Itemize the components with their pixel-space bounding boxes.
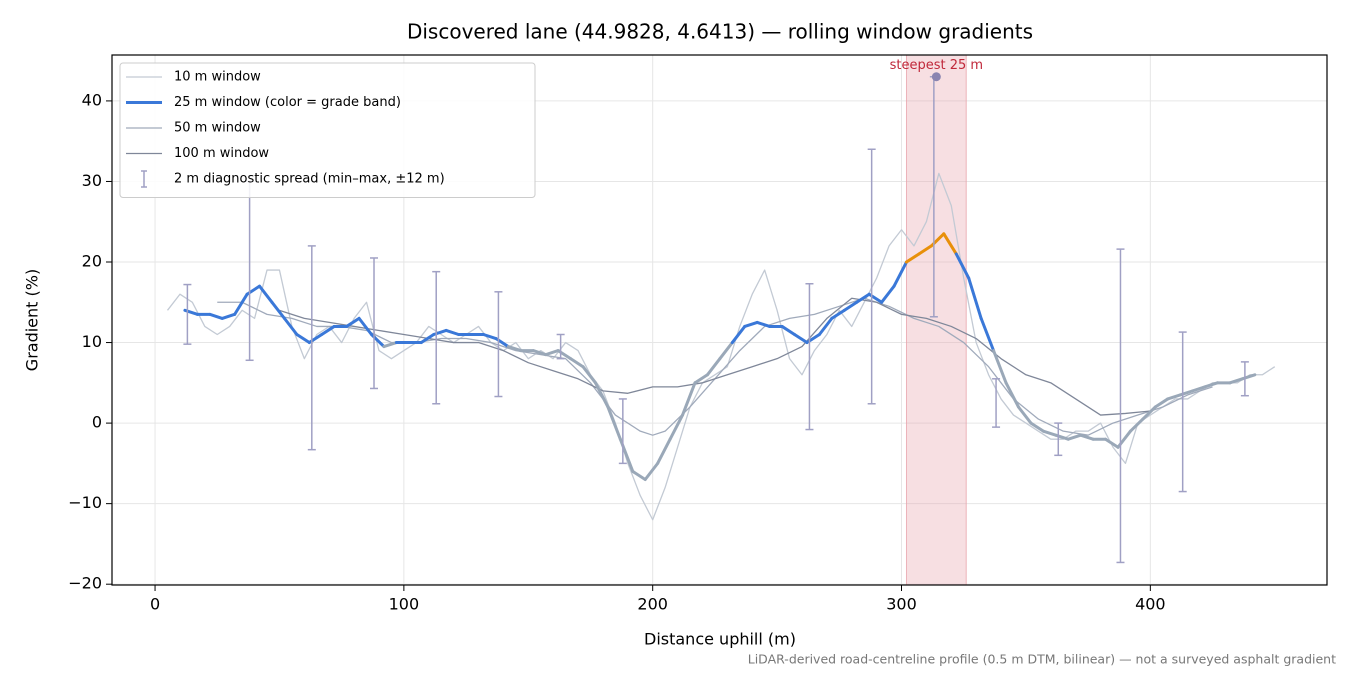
legend-label: 10 m window bbox=[174, 70, 261, 85]
line-segment bbox=[979, 316, 996, 353]
line-segment bbox=[506, 345, 523, 353]
annotation-label: steepest 25 m bbox=[890, 58, 983, 73]
line-segment bbox=[904, 252, 921, 264]
line-segment bbox=[855, 292, 871, 304]
line-segment bbox=[780, 324, 797, 336]
y-tick-label: 30 bbox=[82, 171, 102, 190]
line-segment bbox=[419, 332, 436, 345]
line-segment bbox=[656, 437, 672, 465]
line-segment bbox=[830, 308, 846, 320]
x-tick-label: 0 bbox=[150, 595, 160, 614]
line-segment bbox=[270, 300, 286, 320]
line-segment bbox=[1066, 433, 1083, 441]
x-tick-label: 400 bbox=[1135, 595, 1166, 614]
line-segment bbox=[992, 349, 1008, 385]
line-segment bbox=[942, 232, 958, 256]
line-segment bbox=[755, 320, 772, 328]
line-segment bbox=[1128, 417, 1145, 433]
line-segment bbox=[892, 260, 908, 288]
line-segment bbox=[531, 349, 548, 357]
line-segment bbox=[1153, 397, 1170, 409]
y-tick-label: 20 bbox=[82, 252, 102, 271]
line-segment bbox=[917, 244, 933, 256]
legend-label: 25 m window (color = grade band) bbox=[174, 95, 401, 110]
y-axis-label: Gradient (%) bbox=[23, 269, 42, 371]
y-tick-label: −20 bbox=[68, 574, 102, 593]
line-segment bbox=[581, 365, 597, 385]
line-segment bbox=[631, 469, 647, 481]
line-segment bbox=[282, 316, 299, 336]
legend-box bbox=[119, 62, 536, 198]
line-segment bbox=[730, 324, 747, 345]
line-segment bbox=[320, 324, 336, 336]
line-segment bbox=[1141, 405, 1157, 421]
line-segment bbox=[1104, 437, 1120, 449]
line-segment bbox=[718, 341, 734, 361]
line-segment bbox=[693, 373, 709, 385]
y-tick-label: 10 bbox=[82, 332, 102, 351]
line-segment bbox=[1079, 433, 1095, 441]
line-segment bbox=[444, 328, 461, 336]
y-tick-label: 40 bbox=[82, 90, 102, 109]
y-tick-label: 0 bbox=[92, 413, 102, 432]
line-segment bbox=[208, 312, 224, 320]
line-segment bbox=[220, 312, 237, 320]
series-line bbox=[217, 297, 1213, 436]
legend: 10 m window 25 m window (color = grade ba… bbox=[119, 62, 536, 198]
line-segment bbox=[668, 413, 685, 441]
line-segment bbox=[967, 276, 983, 320]
legend-label: 100 m window bbox=[174, 146, 269, 161]
legend-label: 50 m window bbox=[174, 121, 261, 136]
line-segment bbox=[345, 316, 361, 328]
line-segment bbox=[1004, 381, 1020, 409]
line-segment bbox=[357, 316, 374, 336]
line-segment bbox=[1191, 385, 1207, 393]
line-segment bbox=[1203, 381, 1220, 389]
line-segment bbox=[743, 320, 759, 328]
chart-title: Discovered lane (44.9828, 4.6413) — roll… bbox=[407, 20, 1033, 44]
line-segment bbox=[382, 341, 398, 349]
line-segment bbox=[954, 252, 971, 280]
y-tick-label: −10 bbox=[68, 493, 102, 512]
line-segment bbox=[233, 292, 249, 316]
plot-frame bbox=[111, 54, 1328, 586]
line-segment bbox=[880, 284, 896, 304]
line-segment bbox=[606, 405, 622, 441]
line-segment bbox=[295, 332, 311, 345]
line-segment bbox=[258, 284, 274, 304]
line-segment bbox=[842, 300, 859, 312]
x-tick-label: 200 bbox=[637, 595, 668, 614]
footnote: LiDAR-derived road-centreline profile (0… bbox=[748, 652, 1336, 667]
line-segment bbox=[544, 349, 560, 357]
line-segment bbox=[569, 357, 585, 369]
series-line bbox=[279, 297, 1151, 416]
line-segment bbox=[481, 332, 498, 341]
line-segment bbox=[593, 381, 610, 409]
line-segment bbox=[793, 332, 809, 345]
x-tick-label: 300 bbox=[886, 595, 917, 614]
line-segment bbox=[1228, 377, 1244, 385]
legend-label: 2 m diagnostic spread (min–max, ±12 m) bbox=[174, 172, 445, 187]
line-segment bbox=[817, 316, 834, 336]
line-segment bbox=[705, 357, 722, 377]
steepest-marker bbox=[931, 72, 941, 82]
line-segment bbox=[643, 461, 660, 481]
series-line bbox=[166, 172, 1276, 521]
line-segment bbox=[1166, 393, 1182, 401]
line-segment bbox=[1029, 421, 1045, 433]
line-segment bbox=[1041, 429, 1058, 437]
highlight-span bbox=[905, 54, 967, 586]
line-segment bbox=[1016, 405, 1033, 425]
line-segment bbox=[681, 381, 697, 417]
x-axis-label: Distance uphill (m) bbox=[644, 630, 796, 649]
x-tick-label: 100 bbox=[389, 595, 420, 614]
